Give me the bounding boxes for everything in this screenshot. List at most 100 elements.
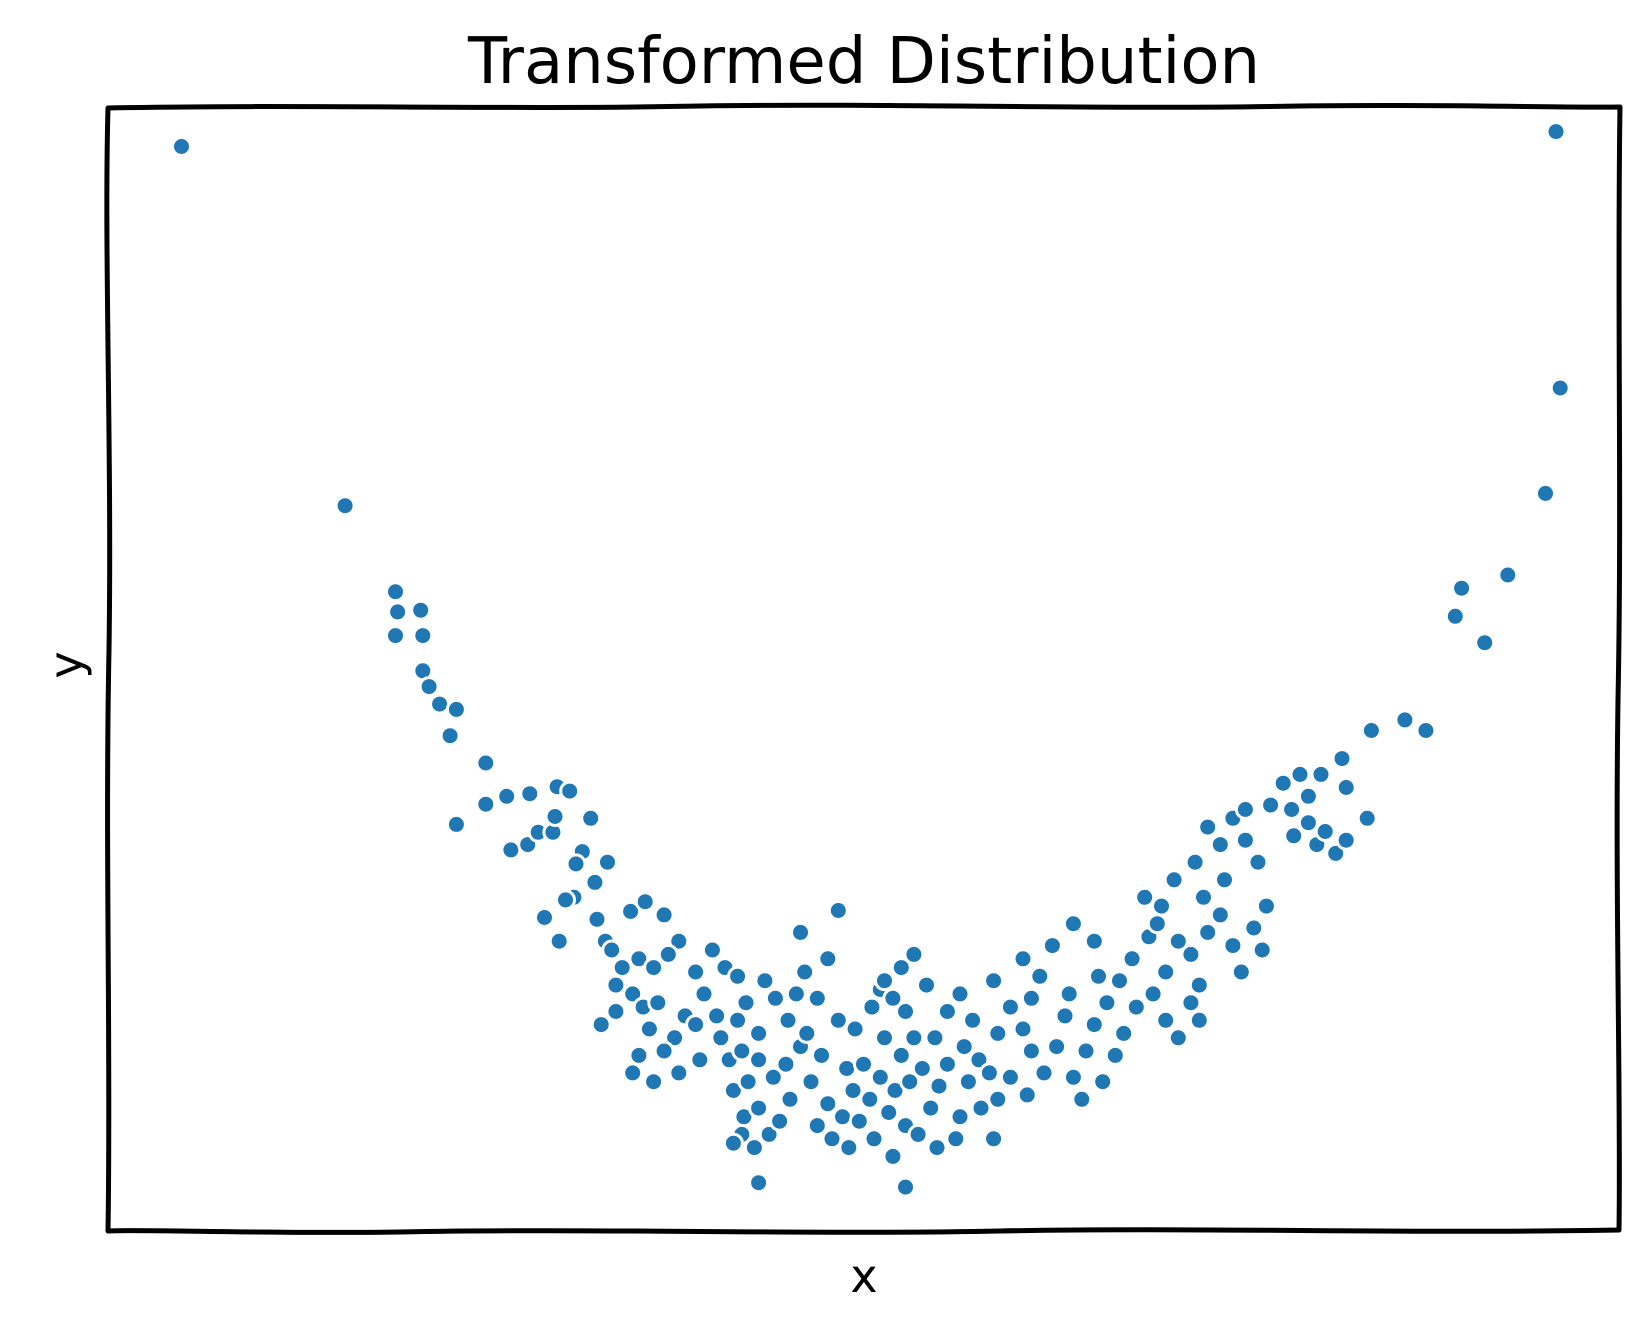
data-point <box>1209 904 1231 926</box>
data-point <box>1214 869 1235 891</box>
data-point <box>634 891 656 913</box>
data-point <box>911 1058 933 1079</box>
data-point <box>1167 1027 1189 1049</box>
data-point <box>597 851 618 873</box>
data-point <box>439 725 461 747</box>
data-point <box>779 1088 801 1110</box>
data-point <box>586 908 608 930</box>
chart-title: Transformed Distribution <box>467 25 1260 99</box>
data-point <box>821 1128 843 1150</box>
data-point <box>817 948 839 970</box>
data-point <box>1314 821 1336 842</box>
data-point <box>1155 961 1177 983</box>
data-point <box>1151 895 1172 917</box>
data-point <box>534 907 555 928</box>
data-point <box>1020 987 1042 1009</box>
data-point <box>1197 921 1219 943</box>
data-point <box>334 495 356 517</box>
data-point <box>668 1062 690 1084</box>
data-point <box>643 1071 665 1093</box>
data-point <box>685 1014 707 1036</box>
data-point <box>785 983 807 1005</box>
data-point <box>412 625 434 647</box>
data-point <box>475 752 497 774</box>
data-point <box>882 1145 904 1167</box>
data-point <box>418 676 440 698</box>
data-point <box>1247 851 1269 873</box>
data-point <box>1046 1036 1068 1058</box>
data-point <box>653 904 675 926</box>
data-point <box>827 900 849 921</box>
data-point <box>978 1062 1000 1084</box>
data-point <box>1071 1088 1093 1110</box>
data-point <box>647 992 669 1014</box>
data-point <box>1125 996 1147 1018</box>
data-point <box>1188 974 1210 996</box>
data-point <box>827 1009 849 1031</box>
data-point <box>1234 799 1256 820</box>
data-point <box>1092 1071 1114 1093</box>
data-point <box>903 943 925 965</box>
data-point <box>1163 869 1185 891</box>
data-point <box>500 839 522 861</box>
data-point <box>1083 1014 1105 1036</box>
data-point <box>999 996 1021 1018</box>
data-point <box>387 601 409 623</box>
data-point <box>735 992 757 1014</box>
data-point <box>790 921 811 943</box>
data-point <box>953 1036 975 1058</box>
data-point <box>555 889 576 911</box>
data-point <box>1193 886 1214 908</box>
data-point <box>748 1022 770 1044</box>
data-point <box>171 136 192 157</box>
data-point <box>1444 605 1466 627</box>
data-point <box>764 987 786 1009</box>
data-point <box>890 957 912 979</box>
data-point <box>727 1009 749 1031</box>
data-point <box>1222 935 1244 957</box>
data-point <box>605 1001 627 1022</box>
data-point <box>748 1172 770 1194</box>
data-point <box>924 1027 946 1049</box>
data-point <box>928 1075 950 1097</box>
data-point <box>1134 886 1156 908</box>
data-point <box>1545 121 1567 143</box>
data-point <box>1121 948 1143 970</box>
data-point <box>1012 1018 1034 1040</box>
data-point <box>920 1097 942 1119</box>
data-point <box>794 961 816 983</box>
data-point <box>737 1071 759 1093</box>
data-point <box>706 1005 728 1027</box>
data-point <box>664 1027 686 1049</box>
data-point <box>584 871 606 893</box>
data-point <box>777 1009 799 1031</box>
data-point <box>622 1062 644 1084</box>
data-point <box>548 930 570 952</box>
data-point <box>605 974 627 996</box>
data-point <box>754 970 776 992</box>
data-point <box>861 996 883 1018</box>
data-point <box>895 1176 916 1198</box>
data-point <box>628 1044 650 1066</box>
data-point <box>429 693 451 715</box>
data-point <box>962 1009 984 1031</box>
data-point <box>806 1115 828 1137</box>
data-point <box>838 1137 860 1159</box>
data-point <box>685 961 707 983</box>
data-point <box>689 1049 711 1071</box>
data-point <box>445 813 467 835</box>
data-point <box>895 1001 916 1022</box>
data-point <box>519 783 541 805</box>
data-point <box>1251 939 1273 961</box>
data-point <box>769 1110 791 1132</box>
data-point <box>957 1071 979 1093</box>
data-point <box>1062 913 1084 935</box>
data-point <box>1335 777 1357 798</box>
data-point <box>999 1066 1021 1088</box>
data-point <box>1012 948 1034 970</box>
data-point <box>1180 992 1202 1014</box>
data-point <box>445 698 467 720</box>
data-point <box>385 581 406 603</box>
data-point <box>832 1106 853 1128</box>
data-point <box>936 1001 958 1022</box>
